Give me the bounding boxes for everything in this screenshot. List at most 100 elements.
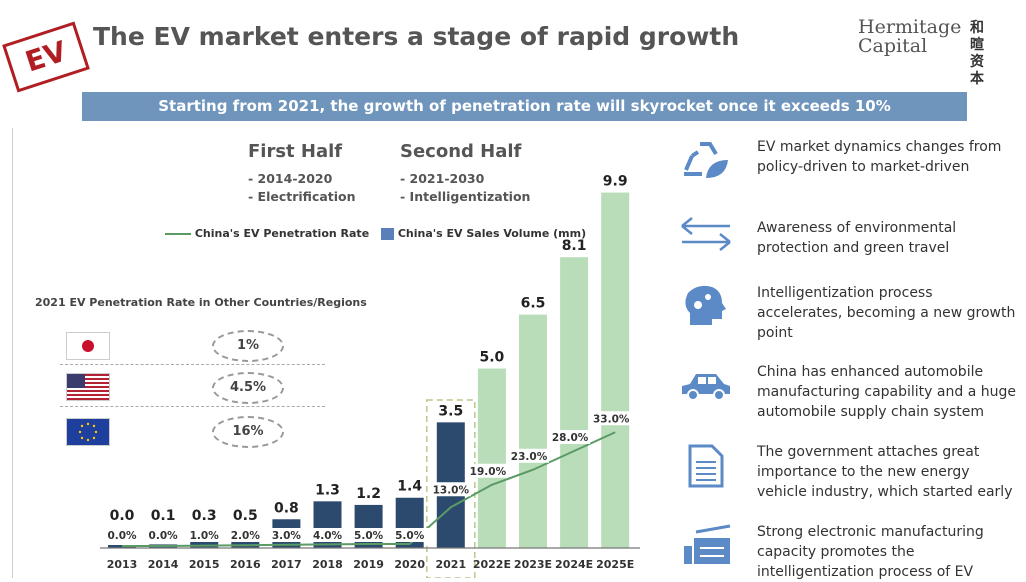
- rate-label-bg: [266, 528, 307, 542]
- eu-rate: 16%: [212, 416, 284, 448]
- x-tick-label: 2019: [353, 558, 384, 571]
- driver-text: EV market dynamics changes from policy-d…: [757, 139, 1002, 175]
- bar-value-label: 9.9: [603, 174, 628, 190]
- rate-label: 5.0%: [354, 530, 384, 542]
- legend-line-swatch: [165, 233, 191, 235]
- japan-flag-icon: [66, 332, 110, 360]
- driver-text: The government attaches great importance…: [757, 444, 1013, 500]
- phase-second-half: Second Half - 2021-2030 - Intelligentiza…: [400, 141, 530, 206]
- bar-value-label: 6.5: [521, 296, 546, 312]
- x-tick-label: 2025E: [596, 558, 634, 571]
- rate-label: 3.0%: [272, 530, 302, 542]
- rate-label-bg: [184, 528, 225, 542]
- row-divider: [60, 364, 325, 365]
- x-tick-label: 2022E: [473, 558, 511, 571]
- phase-title: First Half: [248, 141, 343, 162]
- rate-label-bg: [591, 411, 632, 426]
- bar-value-label: 0.3: [192, 508, 217, 524]
- bar-2023E: [519, 314, 547, 548]
- driver-text: Strong electronic manufacturing capacity…: [757, 524, 984, 580]
- factory-machine-icon: [684, 524, 731, 564]
- rate-label-bg: [389, 528, 430, 542]
- driver-text: Awareness of environmental protection an…: [757, 220, 957, 256]
- rate-label: 2.0%: [231, 530, 261, 542]
- bar-2025E: [601, 192, 630, 548]
- phase-line: - Electrification: [248, 189, 356, 204]
- eu-flag-icon: [66, 418, 110, 446]
- rate-label: 0.0%: [149, 530, 179, 542]
- x-tick-label: 2013: [107, 558, 138, 571]
- bar-2015: [190, 537, 219, 548]
- rate-label: 1.0%: [190, 530, 220, 542]
- chart-legend: China's EV Penetration Rate China's EV S…: [165, 227, 586, 240]
- bar-value-label: 8.1: [562, 238, 587, 254]
- phase-first-half: First Half - 2014-2020 - Electrification: [248, 141, 356, 206]
- document-icon: [688, 444, 724, 488]
- legend-label: China's EV Penetration Rate: [194, 227, 370, 240]
- usa-flag-icon: [66, 373, 110, 401]
- driver-text: China has enhanced automobile manufactur…: [757, 364, 1016, 420]
- exchange-arrows-icon: [681, 217, 731, 251]
- rate-label: 4.0%: [313, 530, 343, 542]
- rate-label-bg: [430, 482, 471, 497]
- headline-banner: Starting from 2021, the growth of penetr…: [82, 92, 967, 121]
- bar-value-label: 1.2: [356, 486, 381, 502]
- phase-line: - 2021-2030: [400, 171, 485, 186]
- x-tick-label: 2021: [435, 558, 466, 571]
- penetration-rate-line: [122, 431, 616, 547]
- highlight-2021-box: [426, 399, 476, 578]
- bar-2024E: [560, 257, 589, 548]
- usa-rate: 4.5%: [212, 372, 284, 404]
- japan-rate: 1%: [212, 330, 284, 362]
- bar-value-label: 1.3: [315, 482, 340, 498]
- row-divider: [60, 406, 325, 407]
- rate-label: 28.0%: [552, 432, 589, 444]
- rate-label-bg: [348, 528, 389, 542]
- logo-line2: Capital: [858, 35, 928, 57]
- divider: [12, 128, 13, 578]
- recycle-leaf-icon: [684, 142, 728, 178]
- rate-label-bg: [143, 528, 184, 542]
- x-tick-label: 2015: [189, 558, 220, 571]
- head-gears-icon: [685, 285, 726, 325]
- x-tick-label: 2014: [148, 558, 179, 571]
- x-tick-label: 2016: [230, 558, 261, 571]
- rate-label: 13.0%: [433, 484, 470, 496]
- logo-line1: Hermitage: [858, 16, 962, 38]
- rate-label-bg: [550, 430, 591, 444]
- logo-cn-1: 和暄: [970, 20, 984, 53]
- rate-label: 19.0%: [470, 466, 507, 478]
- rate-label: 33.0%: [593, 413, 630, 425]
- x-tick-label: 2020: [394, 558, 425, 571]
- rate-label: 5.0%: [395, 530, 425, 542]
- rate-label-bg: [467, 463, 508, 478]
- phase-title: Second Half: [400, 141, 522, 162]
- phase-line: - 2014-2020: [248, 171, 333, 186]
- logo-cn-2: 资本: [970, 54, 984, 87]
- bar-value-label: 0.1: [151, 508, 176, 524]
- x-tick-label: 2023E: [514, 558, 552, 571]
- other-regions-title: 2021 EV Penetration Rate in Other Countr…: [35, 296, 367, 309]
- bar-value-label: 3.5: [438, 403, 463, 419]
- x-tick-label: 2024E: [555, 558, 593, 571]
- bar-value-label: 0.5: [233, 508, 258, 524]
- car-icon: [682, 374, 730, 401]
- driver-text: Intelligentization process accelerates, …: [757, 285, 1016, 341]
- page-title: The EV market enters a stage of rapid gr…: [93, 22, 740, 51]
- company-logo: Hermitage Capital 和暄 资本: [858, 16, 984, 88]
- legend-label: China's EV Sales Volume (mm): [397, 227, 587, 240]
- rate-label-bg: [102, 528, 142, 542]
- rate-label-bg: [225, 528, 266, 542]
- x-tick-label: 2018: [312, 558, 343, 571]
- bar-value-label: 5.0: [479, 350, 504, 366]
- rate-label: 23.0%: [511, 451, 548, 463]
- bar-value-label: 0.0: [110, 508, 135, 524]
- bar-value-label: 1.4: [397, 479, 422, 495]
- rate-label-bg: [307, 528, 348, 542]
- rate-label-bg: [509, 448, 549, 463]
- legend-bar-swatch: [381, 228, 394, 240]
- bar-value-label: 0.8: [274, 500, 299, 516]
- bar-2022E: [477, 368, 506, 548]
- ev-chart: 0.0 2013 0.1 2014 0.3 2015 0.5 2016 0.8 2017 1.3 20…: [100, 174, 640, 578]
- x-tick-label: 2017: [271, 558, 302, 571]
